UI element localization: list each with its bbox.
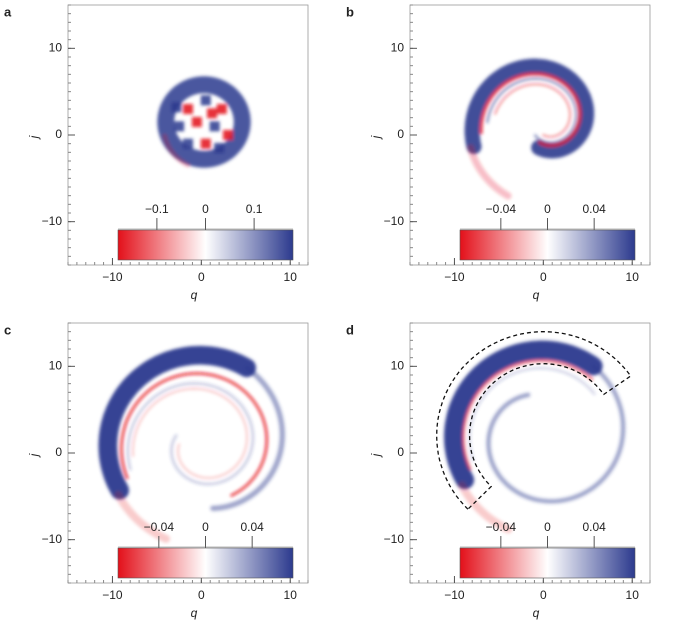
panel-label: b — [346, 4, 354, 19]
colorbar-tick-label: −0.04 — [144, 520, 175, 534]
field-blob — [214, 143, 225, 153]
field-blob — [216, 104, 227, 114]
field — [443, 340, 626, 534]
field-band — [457, 481, 513, 534]
y-tick-label: −10 — [384, 214, 405, 228]
region-outline — [436, 331, 632, 511]
x-tick-label: −10 — [444, 588, 465, 602]
x-tick-label: 0 — [198, 270, 205, 284]
panel-label: c — [4, 322, 11, 337]
y-tick-label: −10 — [42, 214, 63, 228]
field-blob — [209, 121, 220, 132]
field-band — [486, 363, 626, 504]
colorbar-tick-label: −0.04 — [486, 202, 517, 216]
colorbar-tick-label: 0.04 — [240, 520, 264, 534]
colorbar-tick-label: 0 — [544, 520, 551, 534]
x-tick-label: 10 — [626, 588, 640, 602]
plot-frame — [409, 4, 651, 266]
field-blob — [174, 121, 185, 132]
colorbar-tick-label: 0 — [202, 202, 209, 216]
field-band — [468, 367, 596, 462]
field-band — [114, 490, 171, 543]
field-blob — [171, 102, 182, 113]
y-tick-label: 10 — [391, 41, 405, 55]
field — [98, 345, 285, 543]
x-tick-label: 0 — [540, 270, 547, 284]
field-blob — [200, 95, 211, 106]
colorbar — [459, 229, 636, 261]
field-band — [126, 382, 255, 486]
x-tick-label: −10 — [102, 270, 123, 284]
y-axis-label: j — [27, 453, 41, 458]
field-blob — [191, 117, 202, 127]
colorbar-tick-label: −0.04 — [486, 520, 517, 534]
panel-label: a — [4, 4, 12, 19]
colorbar-tick-label: 0 — [202, 520, 209, 534]
field-band — [162, 133, 191, 168]
x-tick-label: −10 — [102, 588, 123, 602]
colorbar — [117, 229, 294, 261]
field-band — [461, 359, 594, 471]
x-tick-label: 10 — [284, 588, 298, 602]
colorbar-tick-label: −0.1 — [145, 202, 169, 216]
x-axis-label: q — [533, 606, 540, 620]
field-band — [467, 144, 512, 200]
field-band — [98, 345, 257, 500]
y-tick-label: −10 — [384, 532, 405, 546]
field-band — [479, 72, 582, 148]
field-band — [132, 387, 248, 479]
y-axis-label: j — [369, 135, 383, 140]
field-blob — [183, 104, 193, 114]
y-tick-label: 0 — [397, 445, 404, 459]
y-tick-label: 0 — [397, 127, 404, 141]
field-band — [443, 340, 603, 490]
y-tick-label: 0 — [55, 445, 62, 459]
colorbar — [117, 547, 294, 579]
field-band — [120, 372, 269, 497]
colorbar-tick-label: 0.1 — [246, 202, 263, 216]
plot-frame — [67, 4, 309, 266]
y-tick-label: 10 — [391, 359, 405, 373]
field-blob — [207, 108, 217, 119]
field-band — [494, 83, 572, 138]
panel: −10 0 10 −10 0 10 q j b −0.04 0 0.04 — [346, 4, 651, 302]
x-tick-label: 10 — [284, 270, 298, 284]
colorbar — [459, 547, 636, 579]
y-axis-label: j — [27, 135, 41, 140]
x-tick-label: 0 — [198, 588, 205, 602]
x-tick-label: 10 — [626, 270, 640, 284]
x-axis-label: q — [191, 288, 198, 302]
x-axis-label: q — [533, 288, 540, 302]
field-band — [157, 76, 251, 168]
field — [157, 76, 251, 168]
panel: −10 0 10 −10 0 10 q j c −0.04 0 0.04 — [4, 322, 309, 620]
y-tick-label: 0 — [55, 127, 62, 141]
field-band — [464, 58, 595, 159]
y-axis-label: j — [369, 453, 383, 458]
field-band — [210, 365, 285, 511]
y-tick-label: 10 — [49, 359, 63, 373]
x-tick-label: 0 — [540, 588, 547, 602]
colorbar-tick-label: 0.04 — [582, 202, 606, 216]
field-blob — [200, 138, 211, 149]
panel: −10 0 10 −10 0 10 q j d −0.04 0 0.04 — [346, 322, 651, 620]
panel: −10 0 10 −10 0 10 q j a −0.1 0 0.1 — [4, 4, 309, 302]
x-tick-label: −10 — [444, 270, 465, 284]
panel-label: d — [346, 322, 354, 337]
field-blob — [223, 130, 233, 140]
field-band — [485, 77, 578, 145]
y-tick-label: 10 — [49, 41, 63, 55]
field — [464, 58, 595, 200]
colorbar-tick-label: 0.04 — [582, 520, 606, 534]
x-axis-label: q — [191, 606, 198, 620]
field-blob — [183, 138, 193, 149]
y-tick-label: −10 — [42, 532, 63, 546]
colorbar-tick-label: 0 — [544, 202, 551, 216]
